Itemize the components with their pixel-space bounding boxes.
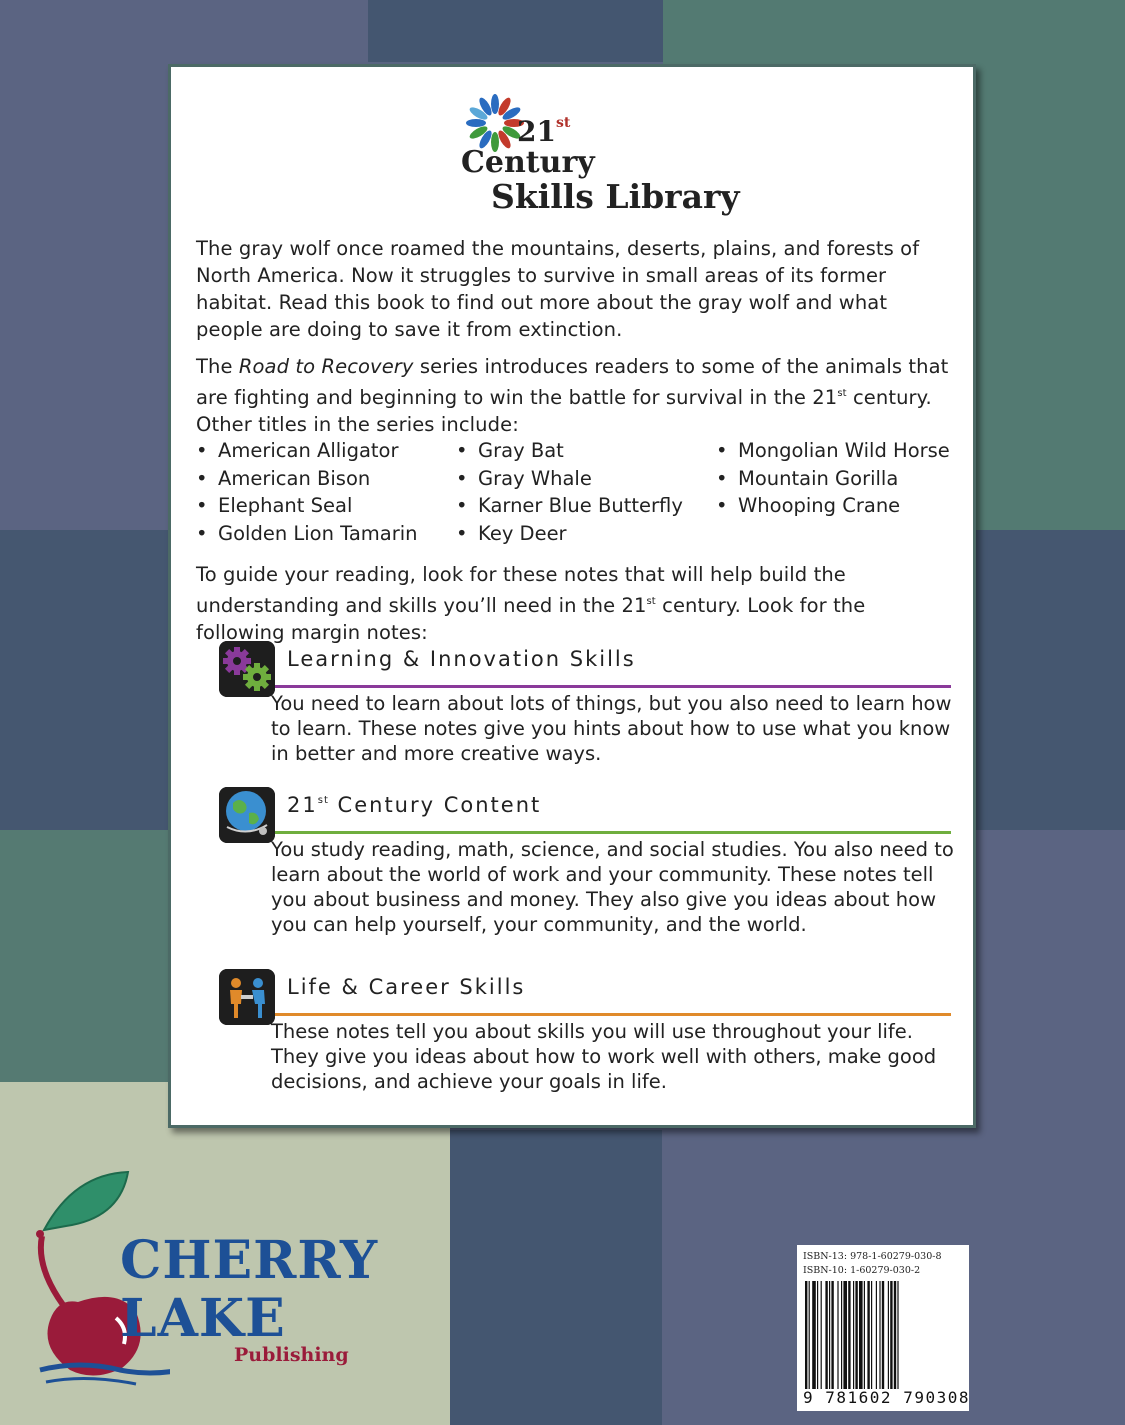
barcode-bar — [812, 1281, 816, 1389]
barcode-bar — [890, 1281, 893, 1389]
note-rule — [275, 685, 951, 688]
note-body: You study reading, math, science, and so… — [271, 838, 954, 936]
barcode-digits: 9 781602 790308 — [803, 1388, 970, 1407]
bg-tile — [368, 0, 663, 62]
series-title: Road to Recovery — [238, 355, 414, 378]
note-body: These notes tell you about skills you wi… — [271, 1020, 937, 1093]
barcode-bar — [881, 1281, 885, 1389]
barcode-bar — [825, 1281, 828, 1389]
publisher-logo: CHERRY LAKE Publishing — [20, 1170, 377, 1400]
guide-paragraph: To guide your reading, look for these no… — [196, 563, 866, 644]
barcode-bar — [863, 1281, 865, 1389]
list-item: Karner Blue Butterfly — [456, 492, 683, 520]
list-item: Mountain Gorilla — [716, 465, 950, 493]
barcode-bar — [887, 1281, 889, 1389]
barcode-bar — [867, 1281, 870, 1389]
list-item: Whooping Crane — [716, 492, 950, 520]
barcode-bar — [817, 1281, 819, 1389]
publisher-name-line1: CHERRY — [120, 1230, 379, 1291]
titles-column: American Alligator American Bison Elepha… — [196, 437, 418, 547]
list-item: Elephant Seal — [196, 492, 418, 520]
globe-icon — [219, 787, 275, 843]
barcode-bar — [859, 1281, 863, 1389]
barcode-bar — [843, 1281, 847, 1389]
barcode-bar — [853, 1281, 855, 1389]
barcode-bar — [848, 1281, 851, 1389]
barcode-bar — [841, 1281, 843, 1389]
list-item: American Alligator — [196, 437, 418, 465]
publisher-name-line2: LAKE — [120, 1288, 286, 1349]
list-item: Mongolian Wild Horse — [716, 437, 950, 465]
series-logo: 21st Century Skills Library — [461, 91, 740, 221]
barcode-bar — [805, 1281, 808, 1389]
flower-icon — [466, 94, 524, 152]
titles-column: Mongolian Wild Horse Mountain Gorilla Wh… — [716, 437, 950, 520]
barcode-bar — [831, 1281, 834, 1389]
note-heading: 21st Century Content — [287, 793, 542, 817]
list-item: Gray Bat — [456, 437, 683, 465]
list-item: Golden Lion Tamarin — [196, 520, 418, 548]
back-cover-panel: 21st Century Skills Library The gray wol… — [168, 64, 976, 1128]
barcode-bar — [893, 1281, 897, 1389]
barcode-bars — [805, 1281, 899, 1389]
barcode-bar — [871, 1281, 873, 1389]
isbn-barcode: ISBN-13: 978-1-60279-030-8 ISBN-10: 1-60… — [797, 1245, 969, 1411]
isbn-13: ISBN-13: 978-1-60279-030-8 — [803, 1251, 942, 1262]
barcode-bar — [875, 1281, 877, 1389]
barcode-bar — [808, 1281, 810, 1389]
barcode-bar — [855, 1281, 858, 1389]
note-body: You need to learn about lots of things, … — [271, 692, 952, 765]
gears-icon — [219, 641, 275, 697]
logo-number: 21st — [517, 115, 571, 148]
titles-column: Gray Bat Gray Whale Karner Blue Butterfl… — [456, 437, 683, 547]
bg-tile — [450, 1130, 662, 1425]
list-item: American Bison — [196, 465, 418, 493]
publisher-name-line3: Publishing — [234, 1344, 349, 1366]
logo-skills-library: Skills Library — [491, 177, 740, 216]
logo-century: Century — [461, 145, 595, 180]
isbn-10: ISBN-10: 1-60279-030-2 — [803, 1265, 921, 1276]
barcode-bar — [879, 1281, 881, 1389]
note-heading: Learning & Innovation Skills — [287, 647, 636, 671]
series-titles-list: American Alligator American Bison Elepha… — [196, 437, 976, 549]
barcode-bar — [820, 1281, 822, 1389]
barcode-bar — [837, 1281, 839, 1389]
note-rule — [275, 831, 951, 834]
list-item: Gray Whale — [456, 465, 683, 493]
barcode-bar — [897, 1281, 899, 1389]
note-rule — [275, 1013, 951, 1016]
intro-paragraph: The gray wolf once roamed the mountains,… — [196, 237, 920, 341]
people-handshake-icon — [219, 969, 275, 1025]
barcode-bar — [829, 1281, 831, 1389]
note-heading: Life & Career Skills — [287, 975, 526, 999]
list-item: Key Deer — [456, 520, 683, 548]
cherry-icon — [36, 1170, 170, 1386]
series-paragraph: The Road to Recovery series introduces r… — [196, 355, 949, 436]
